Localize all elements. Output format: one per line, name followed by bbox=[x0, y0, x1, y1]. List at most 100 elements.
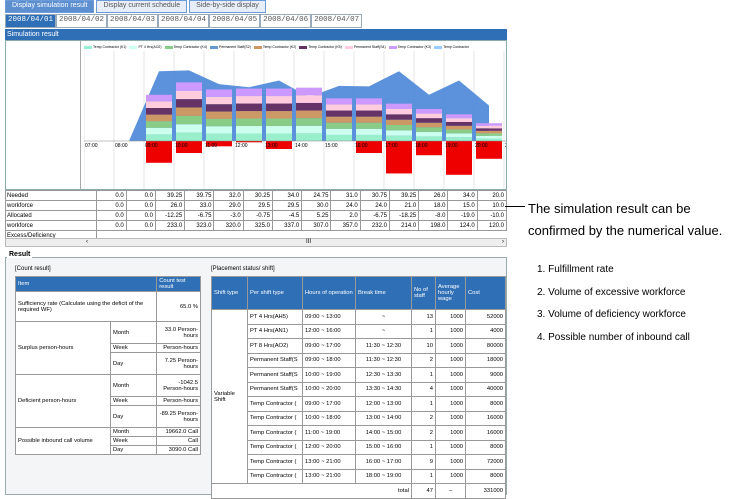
grid-row: workforce 0.0 0.0 26.0 33.0 29.0 29.5 29.5 30.0 2… bbox=[4, 200, 508, 211]
count-result-title: [Count result] bbox=[15, 266, 51, 272]
allocated-bar-segment bbox=[476, 135, 502, 139]
placement-row: Temp Contractor (09:00 ~ 17:00 12:00 ~ 13… bbox=[212, 396, 506, 412]
annotation-list-item: 2. Volume of excessive workforce bbox=[537, 286, 686, 298]
allocated-bar-segment bbox=[476, 125, 502, 129]
grid-cell: 307.0 bbox=[301, 220, 332, 231]
date-tab[interactable]: 2008/04/07 bbox=[311, 14, 363, 28]
allocated-bar-segment bbox=[476, 133, 502, 136]
allocated-bar-segment bbox=[326, 122, 352, 129]
grid-cell: 5.25 bbox=[301, 210, 332, 221]
allocated-bar-segment bbox=[176, 82, 202, 91]
allocated-bar-segment bbox=[146, 94, 172, 102]
deficiency-bar bbox=[236, 141, 262, 143]
grid-cell: -10.0 bbox=[476, 210, 508, 221]
deficient-label: Deficient person-hours bbox=[15, 374, 111, 428]
grid-cell: -12.25 bbox=[154, 210, 186, 221]
placement-row: Permanent Staff(S 10:00 ~ 20:00 13:30 ~ 14… bbox=[212, 381, 506, 397]
allocated-bar-segment bbox=[386, 125, 412, 131]
surplus-week-value: Person-hours bbox=[156, 343, 201, 353]
grid-cell: 232.0 bbox=[359, 220, 390, 231]
time-tick-label: 18:00 bbox=[415, 143, 428, 149]
allocated-bar-segment bbox=[296, 133, 322, 141]
placement-name-cell: Temp Contractor ( bbox=[247, 439, 303, 455]
placement-staff-cell: 1 bbox=[411, 367, 436, 383]
date-tab[interactable]: 2008/04/02 bbox=[56, 14, 108, 28]
legend-swatch bbox=[210, 45, 219, 49]
placement-op-cell: 11:00 ~ 19:00 bbox=[302, 425, 356, 441]
placement-row: Temp Contractor (10:00 ~ 18:00 13:00 ~ 14… bbox=[212, 410, 506, 426]
scroll-thumb[interactable]: III bbox=[306, 239, 312, 245]
allocated-bar-segment bbox=[206, 126, 232, 134]
tab-side-by-side-display[interactable]: Side-by-side display bbox=[189, 0, 266, 13]
horizontal-scrollbar[interactable]: ‹ III › bbox=[5, 238, 507, 247]
date-tab[interactable]: 2008/04/01 bbox=[5, 14, 57, 28]
period-label: Month bbox=[109, 321, 158, 344]
place-header: Shift type bbox=[211, 276, 248, 310]
tab-display-simulation-result[interactable]: Display simulation result bbox=[5, 0, 95, 13]
allocated-bar-segment bbox=[296, 87, 322, 96]
placement-name-cell: Temp Contractor ( bbox=[247, 454, 303, 470]
grid-cell: 32.0 bbox=[213, 190, 244, 201]
placement-op-cell: 10:00 ~ 18:00 bbox=[302, 410, 356, 426]
chart-legend: Temp Contractor (K1) PT 4 Hrs(AO2) Temp Co… bbox=[84, 43, 506, 51]
placement-brk-cell: 13:00 ~ 14:00 bbox=[355, 410, 412, 426]
place-header: Cost bbox=[465, 276, 506, 310]
placement-wage-cell: 1000 bbox=[435, 352, 466, 368]
grid-cell: 198.0 bbox=[418, 220, 449, 231]
period-label: Month bbox=[109, 374, 158, 397]
legend-label: Permanent Staff(S2) bbox=[219, 45, 251, 49]
allocated-bar-segment bbox=[296, 95, 322, 103]
sufficiency-label: Sufficiency rate (Calculate using the de… bbox=[14, 291, 158, 322]
surplus-day-value: 7.25 Person-hours bbox=[156, 352, 201, 375]
date-tab[interactable]: 2008/04/03 bbox=[107, 14, 159, 28]
legend-swatch bbox=[84, 45, 92, 49]
allocated-bar-segment bbox=[416, 131, 442, 137]
placement-wage-cell: 1000 bbox=[435, 381, 466, 397]
allocated-bar-segment bbox=[206, 96, 232, 105]
allocated-bar-segment bbox=[326, 104, 352, 111]
date-tab[interactable]: 2008/04/05 bbox=[209, 14, 261, 28]
allocated-bar-segment bbox=[176, 132, 202, 141]
placement-row: Temp Contractor (12:00 ~ 20:00 15:00 ~ 16… bbox=[212, 439, 506, 455]
legend-item: Temp Contractor (K4) bbox=[164, 43, 207, 51]
grid-cell: -8.0 bbox=[418, 210, 449, 221]
grid-cell: 24.0 bbox=[330, 200, 361, 211]
deficient-day-value: -89.25 Person-hours bbox=[156, 405, 201, 428]
allocated-bar-segment bbox=[416, 127, 442, 132]
date-tab[interactable]: 2008/04/04 bbox=[158, 14, 210, 28]
time-tick-label: 12:00 bbox=[235, 143, 248, 149]
placement-wage-cell: 1000 bbox=[435, 410, 466, 426]
allocated-bar-segment bbox=[386, 114, 412, 120]
scroll-left-icon[interactable]: ‹ bbox=[86, 239, 88, 245]
grid-cell: 29.5 bbox=[271, 200, 303, 211]
allocated-bar-segment bbox=[326, 116, 352, 123]
grid-cell: 29.5 bbox=[242, 200, 273, 211]
time-tick-label: 10:00 bbox=[175, 143, 188, 149]
placement-cost-cell: 16000 bbox=[465, 410, 506, 426]
allocated-bar-segment bbox=[146, 127, 172, 135]
placement-row: PT 4 Hrs(AN1) 12:00 ~ 16:00 ~1 1000 4000 bbox=[212, 323, 506, 339]
grid-cell: -18.25 bbox=[388, 210, 420, 221]
grid-cell: 39.75 bbox=[184, 190, 215, 201]
allocated-bar-segment bbox=[446, 121, 472, 126]
placement-brk-cell: 11:30 ~ 12:30 bbox=[355, 338, 412, 354]
tab-display-current-schedule[interactable]: Display current schedule bbox=[96, 0, 188, 13]
grid-cell: 337.0 bbox=[271, 220, 303, 231]
scroll-right-icon[interactable]: › bbox=[502, 239, 504, 245]
placement-op-cell: 09:00 ~ 17:00 bbox=[302, 396, 356, 412]
legend-label: Temp Contractor (K3) bbox=[397, 45, 432, 49]
date-tab[interactable]: 2008/04/06 bbox=[260, 14, 312, 28]
grid-cell: 320.0 bbox=[213, 220, 244, 231]
placement-cost-cell: 9000 bbox=[465, 367, 506, 383]
grid-cell: 214.0 bbox=[388, 220, 420, 231]
allocated-bar-segment bbox=[356, 122, 382, 129]
legend-label: Temp Contractor bbox=[443, 45, 469, 49]
allocated-bar-segment bbox=[326, 128, 352, 135]
placement-staff-cell: 1 bbox=[411, 396, 436, 412]
grid-cell: 20.0 bbox=[476, 190, 508, 201]
legend-swatch bbox=[388, 45, 397, 49]
grid-cell: 39.25 bbox=[388, 190, 420, 201]
chart-plot: 07:00 08:00 09:00 10:00 11:00 12:00 13:00 14:00… bbox=[84, 51, 506, 189]
time-tick-label: 09:00 bbox=[145, 143, 158, 149]
grid-cell: -4.5 bbox=[271, 210, 303, 221]
